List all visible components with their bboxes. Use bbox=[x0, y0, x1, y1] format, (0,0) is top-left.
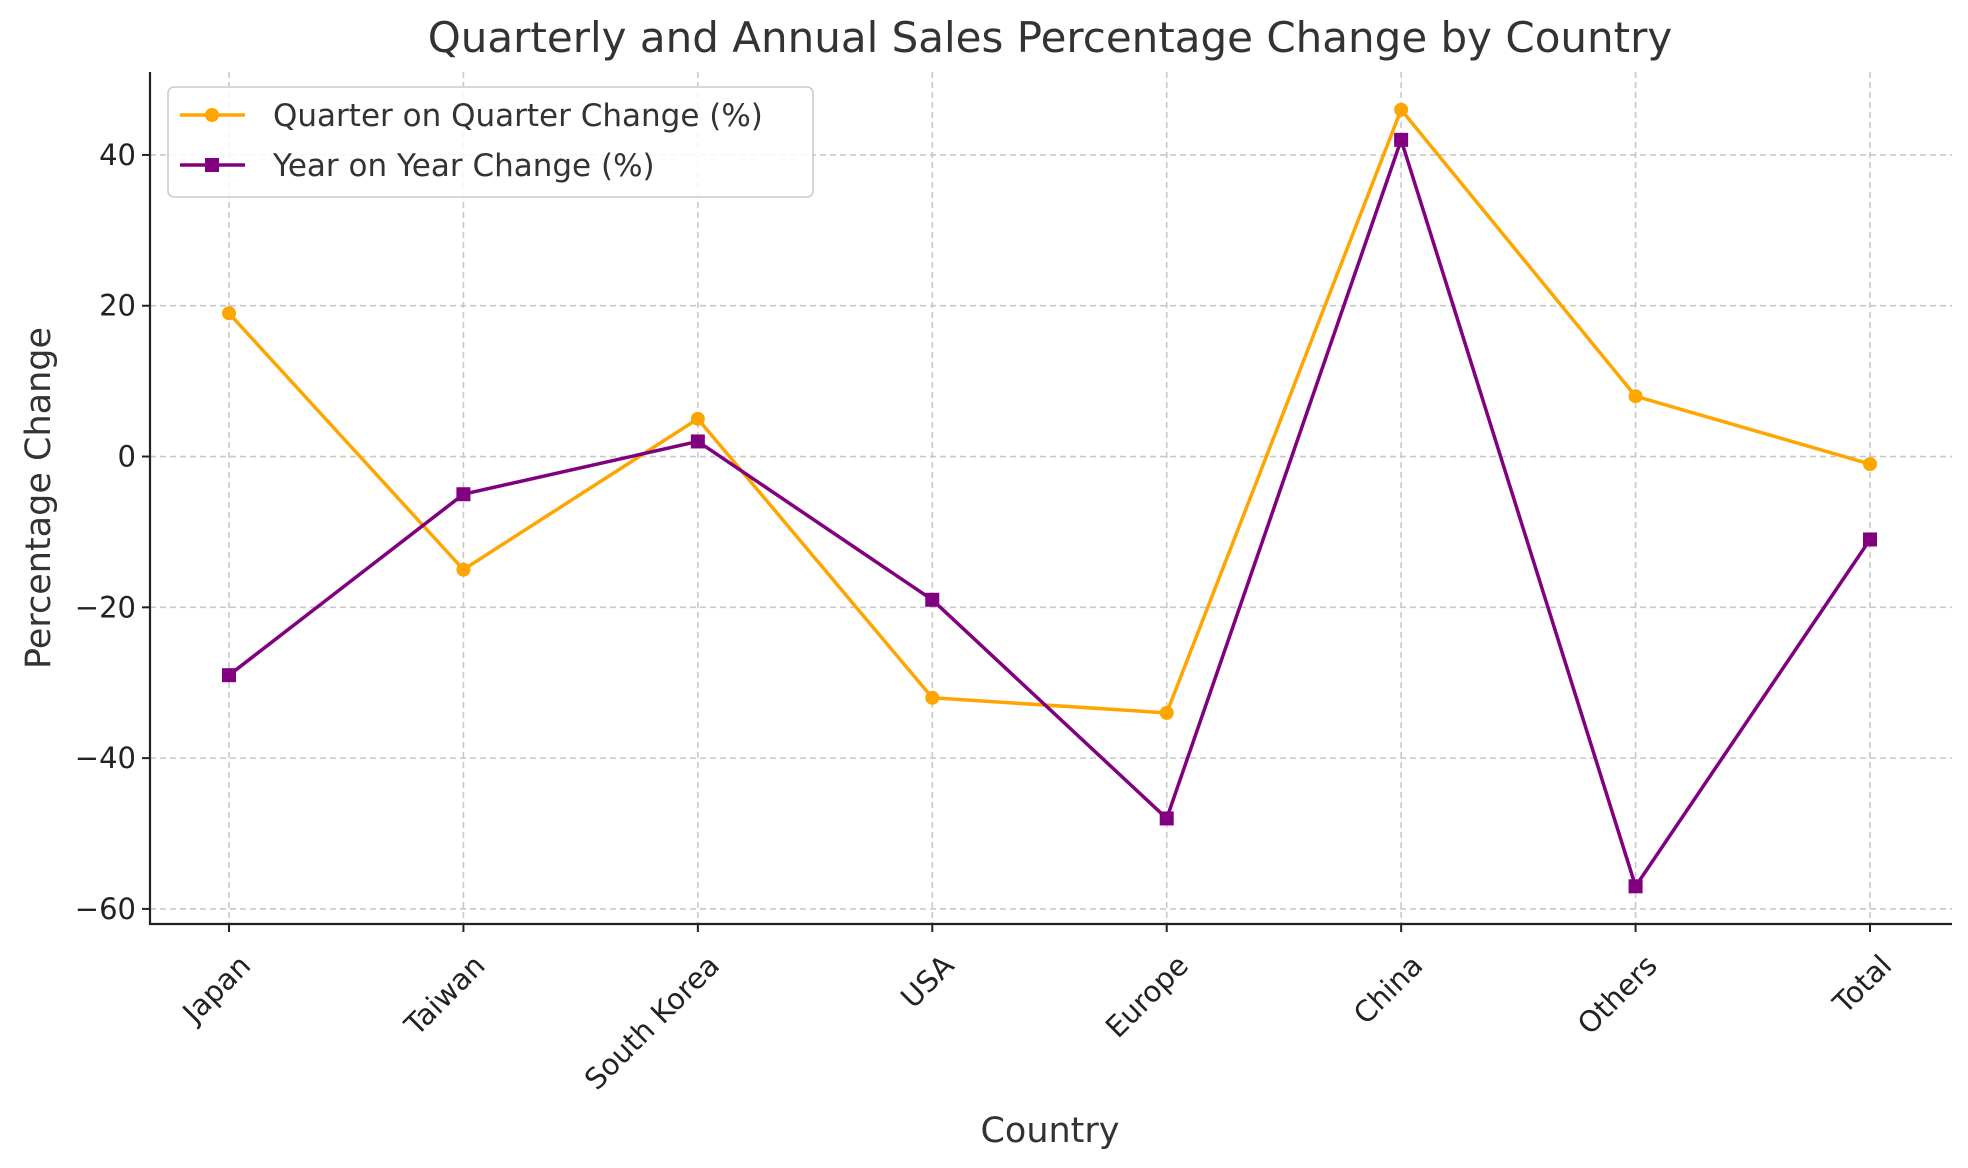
axes-layer bbox=[148, 72, 1952, 926]
data-point bbox=[1159, 705, 1174, 720]
x-tick-label: Taiwan bbox=[397, 948, 491, 1042]
data-point bbox=[925, 592, 940, 607]
ticks-layer: 40 20 0 −20 −40 −60 Japan Taiwan South Korea USA E… bbox=[75, 138, 1898, 1097]
legend-marker-yoy bbox=[205, 158, 219, 172]
data-point bbox=[1863, 457, 1877, 472]
legend-marker-qoq bbox=[205, 108, 219, 122]
series-line bbox=[227, 107, 1871, 715]
data-point bbox=[222, 668, 236, 683]
y-tick-label: 0 bbox=[118, 440, 136, 474]
y-axis-label: Percentage Change bbox=[19, 327, 59, 669]
series-layer bbox=[222, 102, 1877, 894]
x-tick-label: South Korea bbox=[578, 948, 726, 1096]
chart-title: Quarterly and Annual Sales Percentage Ch… bbox=[428, 13, 1672, 62]
legend: Quarter on Quarter Change (%) Year on Ye… bbox=[167, 86, 814, 198]
y-tick-label: −60 bbox=[75, 892, 136, 926]
legend-label-yoy: Year on Year Change (%) bbox=[272, 148, 655, 184]
data-point bbox=[456, 562, 471, 577]
data-point bbox=[690, 434, 705, 449]
y-tick-label: −40 bbox=[75, 741, 136, 775]
x-tick-label: USA bbox=[894, 948, 961, 1015]
data-point bbox=[1394, 132, 1409, 147]
x-tick-label: Total bbox=[1826, 948, 1899, 1021]
data-point bbox=[1628, 389, 1643, 404]
axes-frame bbox=[148, 72, 1952, 926]
x-tick-label: Europe bbox=[1099, 948, 1195, 1044]
x-tick-label: China bbox=[1347, 948, 1430, 1031]
y-tick-label: −20 bbox=[75, 590, 136, 624]
data-point bbox=[456, 487, 471, 502]
x-tick-label: Japan bbox=[175, 948, 258, 1031]
data-point bbox=[1394, 102, 1409, 117]
y-tick-label: 20 bbox=[99, 289, 136, 323]
data-point bbox=[222, 306, 236, 321]
grid-layer bbox=[150, 72, 1952, 924]
data-point bbox=[1159, 811, 1174, 826]
data-point bbox=[690, 411, 705, 426]
series-0 bbox=[222, 102, 1877, 720]
series-1 bbox=[222, 132, 1877, 894]
legend-box bbox=[167, 86, 814, 198]
data-point bbox=[1628, 879, 1643, 894]
y-tick-label: 40 bbox=[99, 138, 136, 172]
data-point bbox=[925, 690, 940, 705]
series-line bbox=[227, 138, 1872, 889]
data-point bbox=[1863, 532, 1877, 547]
legend-label-qoq: Quarter on Quarter Change (%) bbox=[273, 98, 763, 134]
x-tick-label: Others bbox=[1571, 948, 1664, 1041]
x-axis-label: Country bbox=[980, 1111, 1119, 1151]
